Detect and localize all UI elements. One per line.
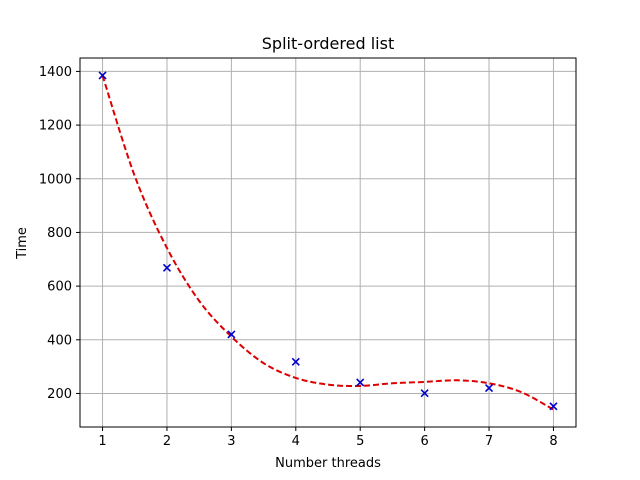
x-tick-label: 4 (292, 434, 300, 449)
y-tick-label: 1000 (39, 172, 72, 187)
x-tick-label: 2 (163, 434, 171, 449)
data-point (549, 402, 558, 411)
x-axis-ticks: 1 2 3 4 5 6 7 8 (98, 427, 558, 449)
data-points (98, 71, 558, 411)
y-axis-label: Time (15, 227, 30, 260)
fit-curve-line (101, 75, 554, 411)
grid (80, 58, 576, 427)
x-tick-label: 3 (227, 434, 235, 449)
y-tick-label: 200 (47, 387, 72, 402)
x-axis-label: Number threads (275, 456, 381, 471)
plot-frame (79, 57, 577, 428)
data-point (98, 71, 107, 80)
x-tick-label: 6 (420, 434, 428, 449)
y-tick-label: 1400 (39, 65, 72, 80)
y-tick-label: 1200 (39, 119, 72, 134)
x-tick-label: 7 (485, 434, 493, 449)
y-tick-label: 800 (47, 226, 72, 241)
y-tick-label: 600 (47, 280, 72, 295)
data-point (420, 389, 429, 398)
chart-title: Split-ordered list (262, 34, 394, 53)
y-tick-label: 400 (47, 333, 72, 348)
data-point (291, 357, 300, 366)
data-point (227, 330, 236, 339)
y-axis-ticks: 200 400 600 800 1000 1200 1400 (39, 65, 80, 402)
x-tick-label: 1 (98, 434, 106, 449)
data-point (162, 263, 172, 272)
fit-curve (101, 75, 554, 411)
x-tick-label: 8 (549, 434, 557, 449)
x-tick-label: 5 (356, 434, 364, 449)
data-point (356, 378, 365, 387)
data-point (484, 384, 494, 393)
